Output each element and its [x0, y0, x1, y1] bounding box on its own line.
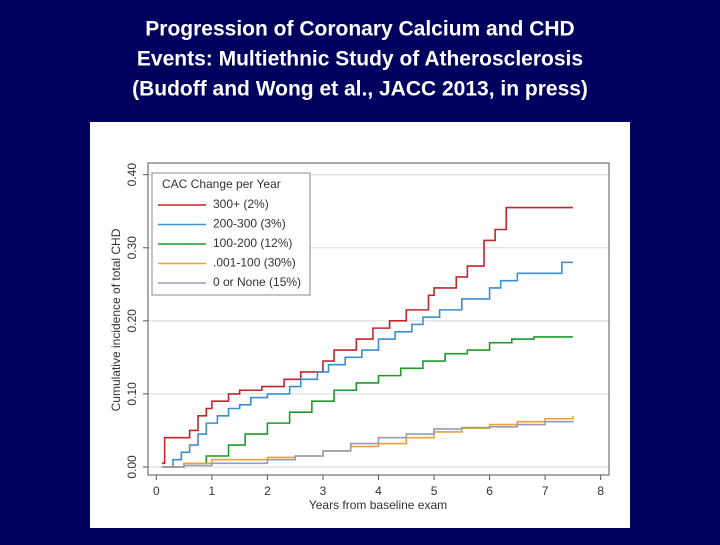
x-tick-label: 6 [486, 484, 493, 498]
series-line [161, 336, 573, 468]
legend-label: 0 or None (15%) [213, 275, 301, 289]
y-tick-label: 0.30 [125, 236, 139, 260]
title-line: (Budoff and Wong et al., JACC 2013, in p… [132, 78, 588, 101]
y-tick-label: 0.10 [125, 382, 139, 406]
legend-label: 100-200 (12%) [213, 236, 292, 250]
x-tick-label: 1 [209, 484, 216, 498]
x-tick-label: 7 [542, 484, 549, 498]
y-tick-label: 0.00 [125, 455, 139, 479]
legend-label: .001-100 (30%) [213, 256, 296, 270]
legend-label: 200-300 (3%) [213, 217, 286, 231]
plot-frame [147, 162, 610, 476]
x-tick-label: 8 [597, 484, 604, 498]
title-line: Progression of Coronary Calcium and CHD [145, 18, 574, 41]
x-tick-label: 3 [320, 484, 327, 498]
y-axis-label: Cumulative incidence of total CHD [109, 228, 123, 411]
y-tick-label: 0.20 [125, 309, 139, 333]
x-tick-label: 4 [375, 484, 382, 498]
series-line [161, 261, 573, 468]
x-axis-label: Years from baseline exam [309, 498, 447, 512]
series-line [161, 420, 574, 468]
y-tick-label: 0.40 [125, 163, 139, 187]
legend-box [151, 172, 311, 296]
title-line: Events: Multiethnic Study of Atheroscler… [137, 48, 583, 71]
x-tick-label: 2 [264, 484, 271, 498]
x-tick-label: 5 [431, 484, 438, 498]
legend-label: 300+ (2%) [213, 197, 269, 211]
x-tick-label: 0 [153, 484, 160, 498]
series-line [161, 206, 573, 465]
legend-title: CAC Change per Year [162, 177, 281, 191]
